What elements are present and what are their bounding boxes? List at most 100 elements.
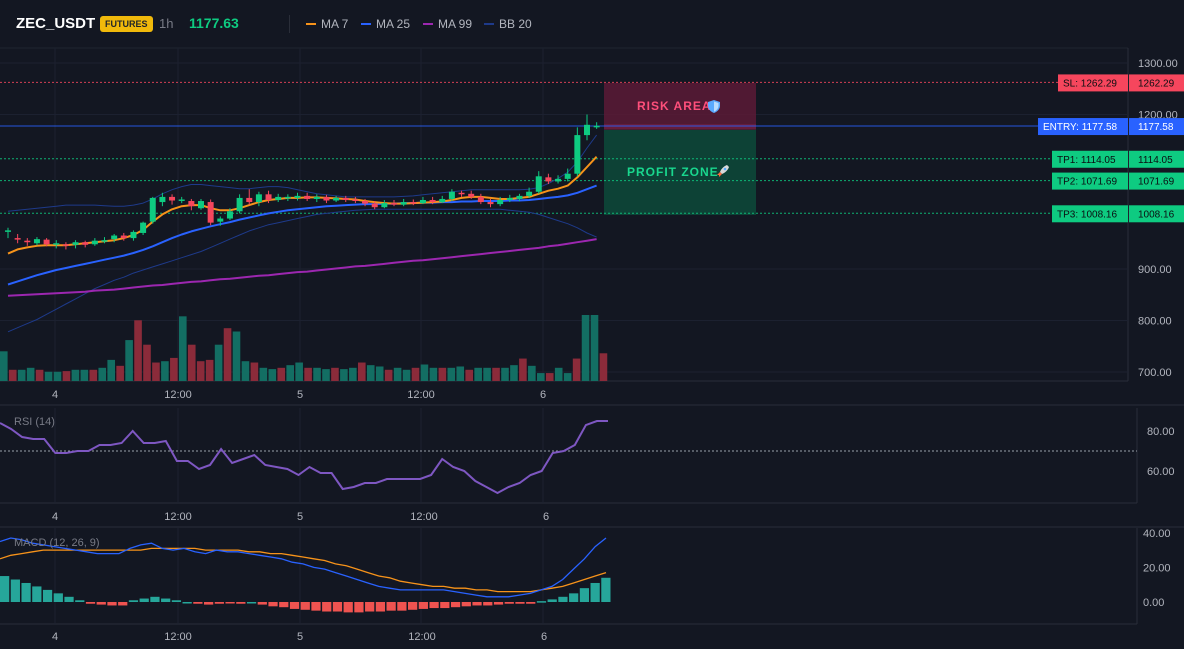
volume-bar — [465, 369, 473, 381]
candle-body — [217, 218, 224, 222]
risk-area-edge — [604, 124, 756, 130]
macd-histogram-bar — [204, 602, 214, 605]
volume-bar — [438, 367, 447, 381]
candle-body — [53, 243, 60, 245]
macd-axis: 40.00 20.00 0.00 — [1143, 528, 1171, 609]
volume-bar — [241, 361, 250, 381]
last-price: 1177.63 — [189, 15, 239, 31]
legend-ma7[interactable]: MA 7 — [306, 17, 348, 31]
rsi-line — [0, 420, 608, 495]
volume-bar — [492, 367, 500, 381]
time-axis-main: 4 12:00 5 12:00 6 — [52, 389, 546, 401]
price-tick-label: 1300.00 — [1138, 58, 1178, 70]
level-tag-bg — [1038, 118, 1128, 136]
macd-histogram-bar — [569, 593, 579, 602]
legend-ma99-label: MA 99 — [438, 17, 473, 31]
volume-bar — [358, 362, 366, 381]
volume-bar — [420, 364, 429, 381]
macd-histogram-bar — [332, 602, 343, 612]
macd-histogram-bar — [42, 589, 53, 602]
level-price-bg — [1129, 205, 1184, 223]
ma99-swatch — [423, 23, 433, 25]
macd-histogram-bar — [182, 602, 192, 604]
level-tag-label: SL: 1262.29 — [1063, 78, 1117, 89]
macd-panel — [0, 537, 611, 613]
time-tick-label: 6 — [540, 389, 546, 401]
time-tick-label: 4 — [52, 389, 58, 401]
trade-level-lines — [0, 81, 1128, 214]
candle-body — [255, 194, 262, 203]
time-axis-rsi: 4 12:00 5 12:00 6 — [52, 511, 549, 523]
candle-body — [574, 135, 581, 174]
macd-histogram-bar — [375, 602, 386, 612]
volume-bar — [125, 340, 133, 381]
macd-histogram-bar — [354, 602, 364, 613]
time-tick-label: 12:00 — [407, 389, 435, 401]
candle-body — [169, 196, 176, 201]
volume-bar — [161, 361, 169, 381]
volume-bar — [349, 367, 357, 381]
level-price-value: 1262.29 — [1138, 78, 1175, 89]
rsi-panel — [0, 420, 1137, 495]
macd-histogram-bar — [225, 602, 235, 604]
time-tick-label: 5 — [297, 511, 303, 523]
macd-histogram-bar — [429, 602, 439, 609]
macd-histogram-bar — [10, 579, 20, 602]
macd-histogram-bar — [0, 576, 10, 602]
candle-body — [198, 201, 204, 209]
volume-bar — [304, 367, 312, 381]
macd-histogram-bar — [75, 600, 85, 602]
level-price-bg — [1129, 118, 1184, 136]
candle-body — [506, 197, 513, 200]
legend-ma99[interactable]: MA 99 — [423, 17, 472, 31]
candle-body — [342, 197, 349, 200]
legend-bb20[interactable]: BB 20 — [484, 17, 532, 31]
time-tick-label: 4 — [52, 631, 58, 643]
candle-body — [313, 196, 320, 199]
price-tick-label: 700.00 — [1138, 367, 1172, 379]
time-tick-label: 5 — [297, 389, 303, 401]
ma25-line — [7, 184, 597, 286]
volume-bar — [187, 344, 196, 381]
candle-body — [516, 195, 523, 199]
candle-body — [101, 240, 108, 242]
candle-body — [448, 191, 455, 199]
macd-histogram-bar — [450, 602, 461, 608]
macd-histogram-bar — [107, 602, 117, 606]
level-tag-label: TP2: 1071.69 — [1057, 177, 1117, 188]
candle-body — [284, 196, 291, 199]
macd-histogram-bar — [53, 593, 63, 602]
candle-body — [381, 203, 388, 208]
candle-body — [497, 199, 504, 205]
time-axis-macd: 4 12:00 5 12:00 6 — [52, 631, 547, 643]
volume-bar — [44, 371, 53, 381]
volume-bar — [545, 373, 554, 381]
level-price-value: 1008.16 — [1138, 209, 1175, 220]
legend-ma25[interactable]: MA 25 — [361, 17, 410, 31]
volume-bar — [537, 373, 545, 381]
macd-histogram-bar — [579, 588, 590, 602]
candle-body — [14, 238, 21, 240]
volume-bar — [35, 369, 44, 381]
level-tag-bg — [1052, 172, 1128, 190]
volume-bar — [366, 365, 375, 381]
candle-body — [120, 235, 127, 239]
volume-bar — [528, 365, 536, 381]
volume-bar — [8, 369, 17, 381]
volume-bar — [152, 362, 160, 381]
macd-histogram-bar — [493, 602, 504, 605]
interval-selector[interactable]: 1h — [159, 16, 174, 31]
candle-body — [159, 196, 166, 203]
volume-bar — [510, 365, 518, 381]
candle-body — [323, 196, 330, 201]
volume-bar — [474, 367, 482, 381]
level-tag-tp1: TP1: 1114.05 1114.05 — [1052, 150, 1184, 168]
volume-bar — [268, 369, 277, 381]
candle-body — [362, 201, 369, 204]
volume-bar — [501, 367, 509, 381]
time-tick-label: 12:00 — [164, 631, 192, 643]
symbol-title[interactable]: ZEC_USDT — [16, 15, 96, 32]
level-tag-entry: ENTRY: 1177.58 1177.58 — [1038, 118, 1184, 136]
